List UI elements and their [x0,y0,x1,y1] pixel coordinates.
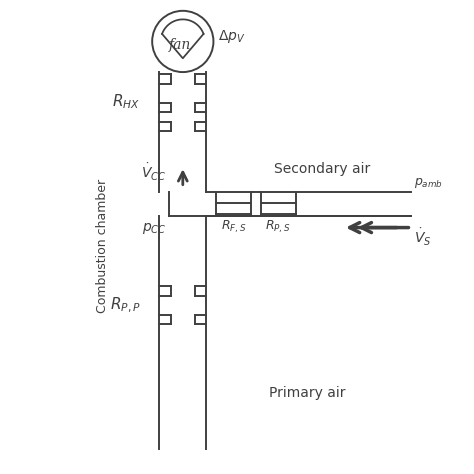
Text: Combustion chamber: Combustion chamber [96,179,109,313]
Text: fan: fan [169,38,191,52]
Text: $p_{amb}$: $p_{amb}$ [414,176,443,190]
Text: $R_{HX}$: $R_{HX}$ [112,92,140,111]
Text: $R_{F,S}$: $R_{F,S}$ [221,219,246,236]
Bar [261,203,296,214]
Text: Primary air: Primary air [269,385,346,400]
Text: $R_{P,P}$: $R_{P,P}$ [109,296,140,315]
Bar [216,203,251,214]
Text: $\dot{V}_S$: $\dot{V}_S$ [414,227,431,247]
Text: $\dot{V}_{CC}$: $\dot{V}_{CC}$ [141,162,166,183]
Text: $\Delta p_V$: $\Delta p_V$ [218,28,246,45]
Text: $R_{P,S}$: $R_{P,S}$ [265,219,291,236]
Text: Secondary air: Secondary air [273,162,370,176]
Text: $p_{CC}$: $p_{CC}$ [142,220,166,236]
